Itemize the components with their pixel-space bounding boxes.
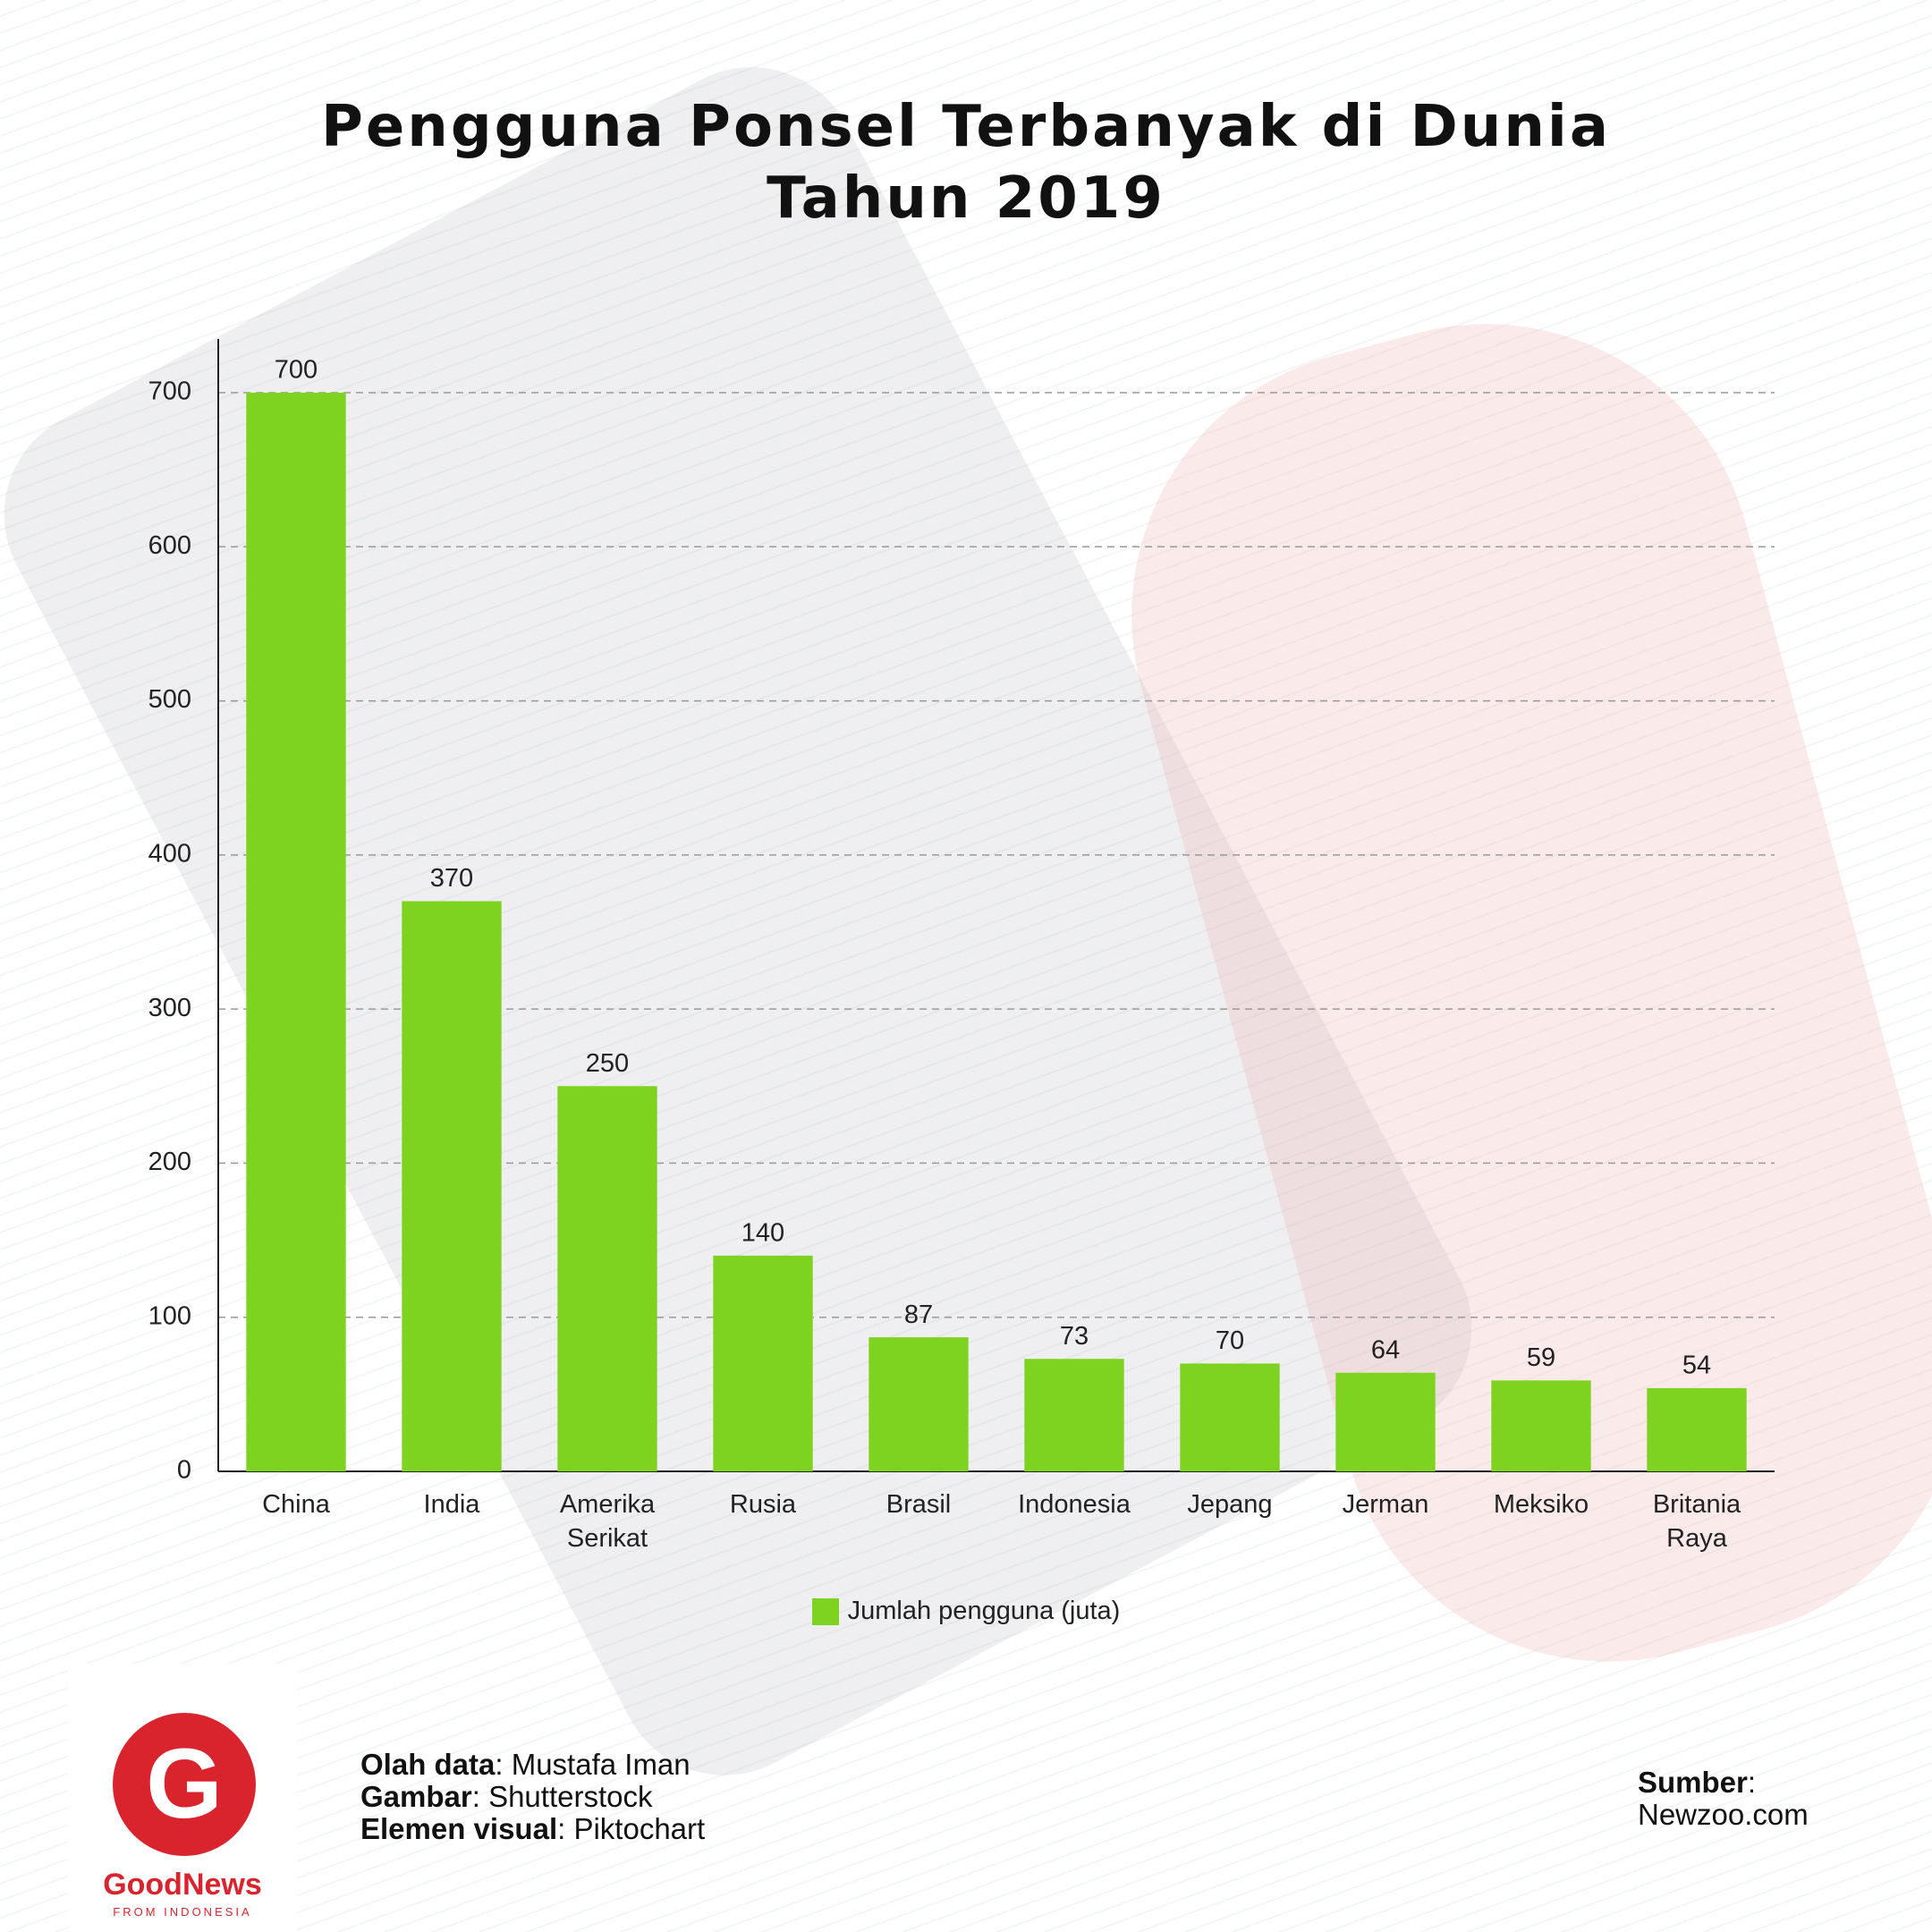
credits: Olah data: Mustafa Iman Gambar: Shutterst… [360, 1749, 705, 1845]
y-tick-label: 600 [148, 531, 191, 560]
legend-swatch [811, 1597, 839, 1625]
value-label: 73 [1060, 1322, 1089, 1351]
source-colon: : [1747, 1766, 1757, 1799]
y-tick-label: 200 [148, 1148, 191, 1176]
logo: G GoodNews FROM INDONESIA [68, 1664, 297, 1932]
bar [1335, 1372, 1436, 1471]
source-label: Sumber [1638, 1766, 1748, 1799]
bar [869, 1337, 969, 1471]
x-tick-label: Jepang [1187, 1490, 1273, 1519]
x-tick-label: Rusia [729, 1490, 797, 1519]
credit-label: Gambar [360, 1780, 472, 1813]
value-label: 370 [430, 864, 473, 893]
x-tick-label: India [423, 1490, 480, 1519]
credit-label: Olah data [360, 1748, 496, 1781]
chart: 0 100 200 300 400 500 600 700 700 370 250 140 87 73 70… [148, 339, 1775, 1485]
credit-line: Gambar: Shutterstock [360, 1781, 705, 1813]
x-tick-label: Indonesia [1018, 1490, 1131, 1519]
bar [1180, 1363, 1280, 1471]
value-label: 70 [1216, 1326, 1244, 1355]
bar [557, 1086, 657, 1471]
bar [402, 901, 502, 1471]
credit-value: Mustafa Iman [511, 1748, 691, 1781]
y-tick-label: 700 [148, 377, 191, 406]
value-label: 87 [904, 1301, 933, 1329]
credit-colon: : [495, 1748, 512, 1781]
x-tick-label: China [262, 1490, 330, 1519]
value-label: 250 [586, 1049, 629, 1078]
value-label: 700 [275, 356, 318, 385]
bar [1491, 1380, 1591, 1471]
x-tick-label: Britania Raya [1652, 1490, 1741, 1553]
value-label: 140 [741, 1218, 784, 1247]
chart-title: Pengguna Ponsel Terbanyak di Dunia [320, 94, 1612, 160]
credit-line: Olah data: Mustafa Iman [360, 1749, 705, 1781]
value-label: 54 [1682, 1352, 1711, 1380]
y-tick-label: 300 [148, 994, 191, 1022]
logo-name: GoodNews [103, 1868, 262, 1902]
credit-label: Elemen visual [360, 1812, 558, 1845]
credit-value: Piktochart [573, 1812, 706, 1845]
x-tick-label: Amerika Serikat [559, 1490, 656, 1553]
value-label: 59 [1527, 1343, 1555, 1372]
source-value: Newzoo.com [1638, 1798, 1809, 1831]
x-tick-label: Meksiko [1493, 1490, 1589, 1519]
y-tick-label: 500 [148, 685, 191, 714]
chart-title: Tahun 2019 [767, 165, 1165, 232]
y-tick-label: 0 [177, 1456, 191, 1485]
bar [246, 393, 346, 1471]
value-label: 64 [1371, 1335, 1400, 1364]
source: Sumber: Newzoo.com [1638, 1767, 1809, 1831]
x-tick-label: Jerman [1342, 1490, 1429, 1519]
credit-colon: : [557, 1812, 574, 1845]
y-tick-label: 400 [148, 840, 191, 869]
logo-emblem: G [113, 1713, 256, 1856]
credit-colon: : [471, 1780, 489, 1813]
bar [1647, 1387, 1747, 1471]
logo-tagline: FROM INDONESIA [113, 1905, 252, 1919]
credit-value: Shutterstock [488, 1780, 653, 1813]
bar [1024, 1359, 1124, 1471]
legend: Jumlah pengguna (juta) [0, 1597, 1932, 1626]
x-tick-label: Brasil [886, 1490, 952, 1519]
bar [713, 1255, 813, 1471]
legend-label: Jumlah pengguna (juta) [847, 1597, 1121, 1625]
credit-line: Elemen visual: Piktochart [360, 1813, 705, 1845]
y-tick-label: 100 [148, 1301, 191, 1330]
